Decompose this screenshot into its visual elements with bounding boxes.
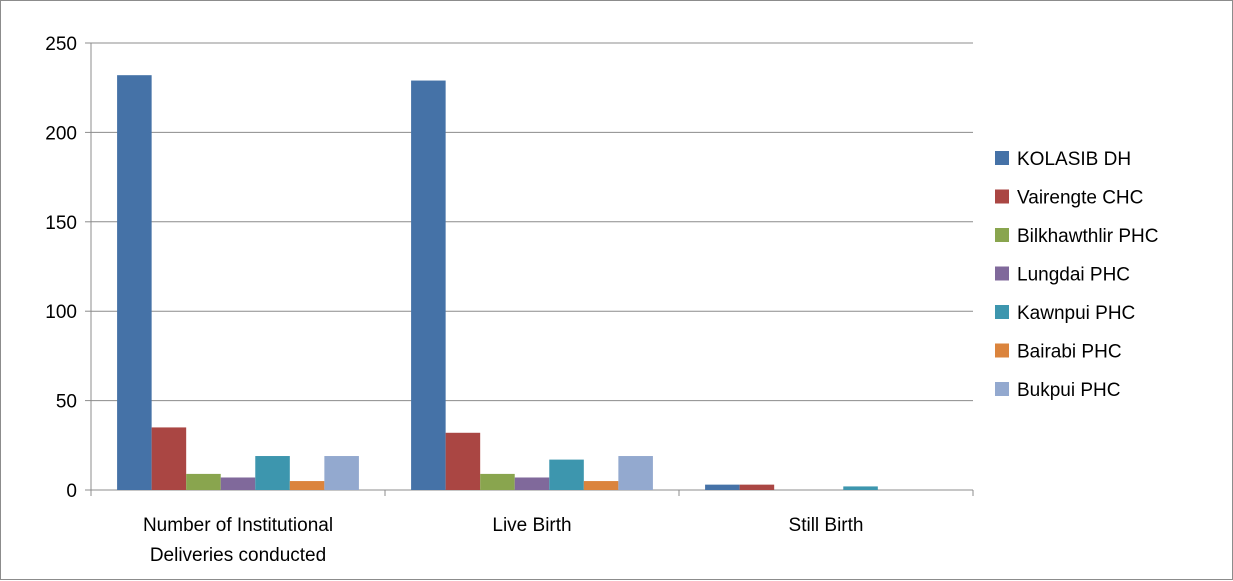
x-tick-label: Live Birth xyxy=(492,515,571,536)
bar xyxy=(186,473,221,490)
legend-label: Bairabi PHC xyxy=(1017,342,1122,363)
y-tick-label: 0 xyxy=(66,481,77,502)
legend-label: Lungdai PHC xyxy=(1017,265,1130,286)
bar xyxy=(289,481,325,490)
bar xyxy=(514,477,550,490)
y-tick-label: 200 xyxy=(45,123,77,144)
bar xyxy=(583,481,619,490)
bar xyxy=(739,484,775,490)
bar xyxy=(117,75,152,491)
bar xyxy=(618,456,653,490)
x-tick-label: Number of Institutional xyxy=(143,515,333,536)
bar xyxy=(705,484,740,490)
bar xyxy=(255,456,290,490)
legend-swatch xyxy=(995,266,1009,281)
legend-label: Bilkhawthlir PHC xyxy=(1017,226,1158,247)
bar xyxy=(480,473,515,490)
legend-swatch xyxy=(995,343,1009,358)
legend-label: Bukpui PHC xyxy=(1017,380,1121,401)
x-tick-label: Deliveries conducted xyxy=(150,545,326,566)
x-tick-label: Still Birth xyxy=(789,515,864,536)
bar xyxy=(549,459,584,490)
y-tick-label: 100 xyxy=(45,302,77,323)
legend-label: Kawnpui PHC xyxy=(1017,303,1135,324)
bar xyxy=(324,456,359,490)
legend-label: Vairengte CHC xyxy=(1017,188,1143,209)
bar xyxy=(445,432,481,490)
bar xyxy=(843,486,878,490)
y-tick-label: 150 xyxy=(45,213,77,234)
legend-label: KOLASIB DH xyxy=(1017,149,1131,170)
legend-swatch xyxy=(995,151,1009,165)
bar xyxy=(220,477,256,490)
bar xyxy=(151,427,187,490)
y-tick-label: 50 xyxy=(56,392,77,413)
bar xyxy=(411,80,446,490)
legend-swatch xyxy=(995,382,1009,396)
legend-swatch xyxy=(995,228,1009,242)
legend-swatch xyxy=(995,305,1009,319)
legend-swatch xyxy=(995,189,1009,204)
y-tick-label: 250 xyxy=(45,34,77,55)
